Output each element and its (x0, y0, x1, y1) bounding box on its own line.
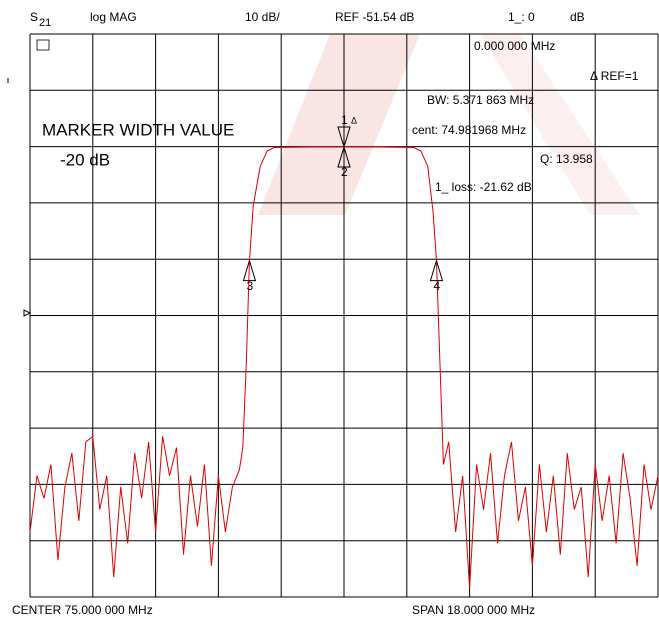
center-freq: cent: 74.981968 MHz (412, 123, 526, 137)
graticule (29, 33, 659, 598)
format: log MAG (90, 10, 137, 24)
marker-delta: Δ (351, 115, 357, 125)
marker (337, 145, 351, 168)
delta-ref: Δ REF=1 (590, 69, 639, 83)
marker-readout: 1_: 0 (508, 10, 535, 24)
bandwidth: BW: 5.371 863 MHz (427, 93, 534, 107)
q-factor: Q: 13.958 (540, 152, 593, 166)
status-icon (36, 39, 50, 51)
mode: MARKER WIDTH VALUE (42, 120, 234, 139)
marker-unit: dB (570, 10, 585, 24)
s-param-sub: 21 (39, 17, 51, 29)
marker (242, 258, 257, 282)
watermark (258, 34, 420, 215)
loss: 1_ loss: -21.62 dB (435, 180, 532, 194)
center: CENTER 75.000 000 MHz (12, 603, 153, 617)
marker (337, 126, 351, 149)
scale: 10 dB/ (245, 10, 280, 24)
span: SPAN 18.000 000 MHz (412, 603, 535, 617)
reference: REF -51.54 dB (335, 10, 414, 24)
width-value: -20 dB (60, 150, 110, 169)
watermark (480, 34, 640, 215)
marker (429, 258, 444, 282)
marker-label: 1 (341, 113, 348, 127)
stimulus: 0.000 000 MHz (474, 39, 555, 53)
ref-pointer (23, 309, 32, 317)
marker-label: 4 (433, 279, 440, 293)
s-param: S (30, 10, 38, 24)
marker-label: 2 (341, 165, 348, 179)
marker-label: 3 (246, 279, 253, 293)
